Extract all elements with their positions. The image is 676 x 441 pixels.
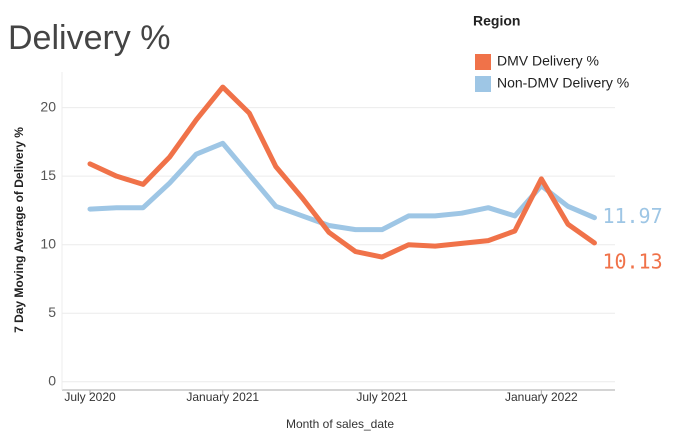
x-tick-label: January 2021 bbox=[186, 390, 259, 404]
legend-label: DMV Delivery % bbox=[497, 53, 599, 69]
legend-label: Non-DMV Delivery % bbox=[497, 75, 629, 91]
legend-title: Region bbox=[473, 13, 520, 29]
x-tick-label: July 2021 bbox=[356, 390, 408, 404]
series-line bbox=[87, 84, 597, 260]
y-axis-title: 7 Day Moving Average of Delivery % bbox=[12, 127, 26, 333]
series-line bbox=[87, 140, 597, 233]
legend-swatch bbox=[475, 76, 491, 92]
chart-title: Delivery % bbox=[8, 19, 170, 57]
value-label: 11.97 bbox=[602, 204, 662, 228]
y-tick-label: 0 bbox=[48, 372, 56, 388]
y-tick-label: 10 bbox=[40, 235, 56, 251]
y-tick-label: 20 bbox=[40, 98, 56, 114]
y-tick-label: 15 bbox=[40, 167, 56, 183]
y-tick-label: 5 bbox=[48, 304, 56, 320]
legend-swatch bbox=[475, 54, 491, 70]
x-tick-label: July 2020 bbox=[64, 390, 116, 404]
x-tick-label: January 2022 bbox=[505, 390, 578, 404]
value-label: 10.13 bbox=[602, 249, 662, 273]
x-axis-title: Month of sales_date bbox=[286, 417, 394, 431]
